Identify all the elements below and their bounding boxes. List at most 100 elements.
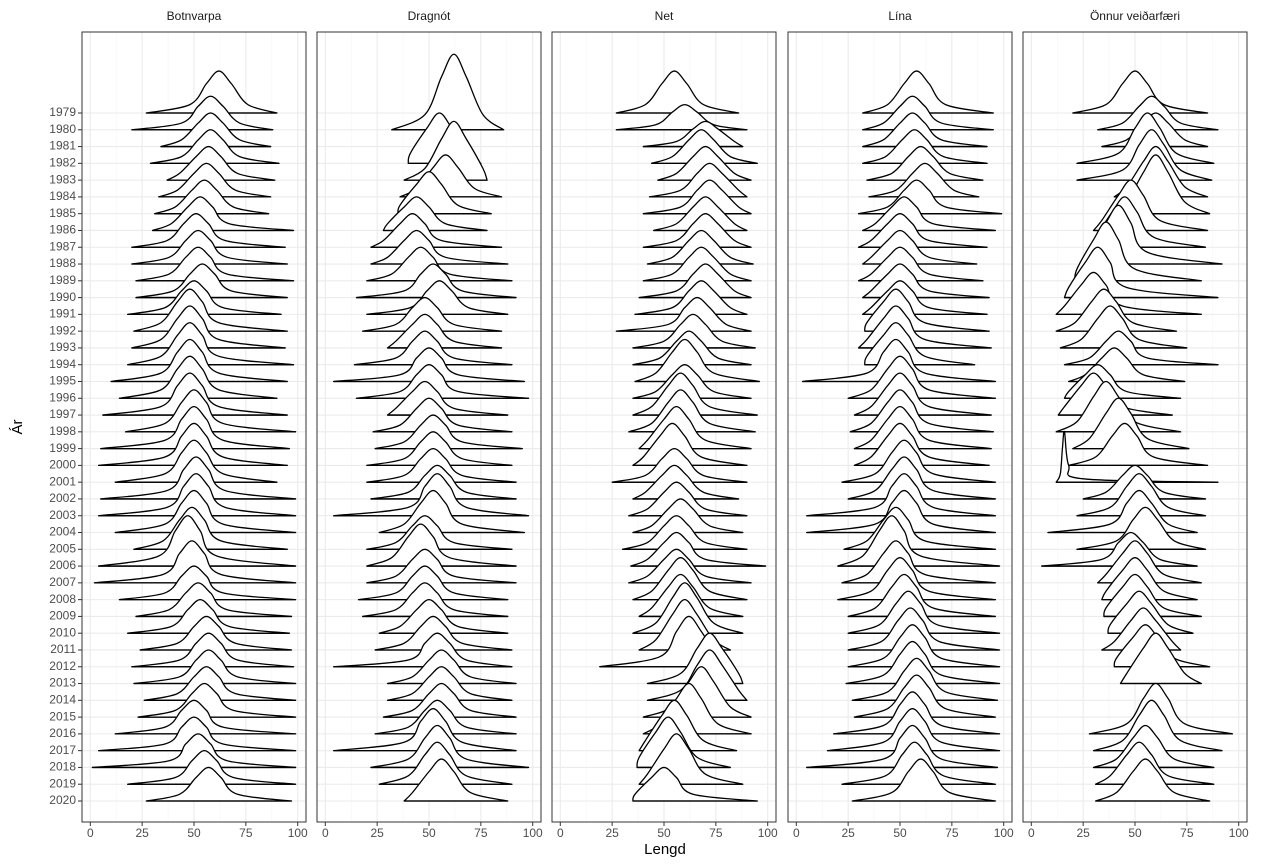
y-axis-title: Ár bbox=[9, 419, 26, 434]
x-tick-label: 25 bbox=[1076, 826, 1090, 840]
ridge bbox=[1072, 397, 1190, 450]
strip-title: Botnvarpa bbox=[167, 9, 222, 23]
ridge bbox=[143, 666, 297, 701]
ridge bbox=[862, 70, 994, 114]
y-tick-label: 1986 bbox=[49, 223, 76, 237]
ridge bbox=[853, 422, 990, 467]
strip-title: Önnur veiðarfæri bbox=[1090, 9, 1180, 23]
x-tick-label: 75 bbox=[945, 826, 959, 840]
ridge bbox=[118, 565, 297, 601]
ridge bbox=[124, 389, 297, 433]
ridge bbox=[847, 590, 1001, 634]
y-tick-label: 2017 bbox=[49, 743, 76, 757]
ridge bbox=[166, 145, 276, 181]
ridge bbox=[1119, 632, 1203, 685]
ridge bbox=[847, 456, 997, 500]
ridge bbox=[868, 162, 980, 198]
ridge bbox=[135, 582, 293, 618]
x-tick-label: 75 bbox=[474, 826, 488, 840]
ridge bbox=[353, 330, 513, 366]
ridge bbox=[806, 724, 999, 769]
y-tick-label: 2013 bbox=[49, 676, 76, 690]
ridge bbox=[145, 70, 278, 114]
ridge bbox=[632, 557, 748, 601]
panel bbox=[551, 31, 777, 823]
ridge bbox=[847, 355, 997, 399]
ridge bbox=[642, 120, 744, 148]
y-tick-label: 2020 bbox=[49, 793, 76, 807]
ridge bbox=[131, 305, 286, 349]
x-tick-label: 75 bbox=[239, 826, 253, 840]
y-tick-label: 1998 bbox=[49, 424, 76, 438]
ridge bbox=[403, 120, 488, 181]
ridge bbox=[628, 481, 748, 517]
ridge bbox=[366, 431, 513, 467]
ridge bbox=[361, 296, 503, 332]
ridge bbox=[332, 632, 513, 668]
ridge bbox=[366, 280, 509, 316]
ridge bbox=[853, 674, 997, 718]
panel bbox=[787, 31, 1013, 823]
ridge bbox=[158, 162, 272, 198]
ridge bbox=[114, 699, 297, 735]
ridge bbox=[332, 708, 517, 752]
x-tick-label: 0 bbox=[87, 826, 94, 840]
y-tick-label: 1997 bbox=[49, 407, 76, 421]
ridge bbox=[1088, 682, 1234, 735]
ridge bbox=[374, 615, 513, 651]
ridge bbox=[632, 372, 758, 416]
ridge bbox=[615, 296, 752, 332]
ridge bbox=[114, 489, 297, 534]
ridge bbox=[97, 515, 297, 567]
ridge bbox=[1092, 699, 1223, 752]
y-tick-label: 2007 bbox=[49, 575, 76, 589]
y-tick-label: 1987 bbox=[49, 239, 76, 253]
ridge bbox=[1055, 430, 1219, 483]
ridge bbox=[391, 53, 505, 131]
x-tick-label: 25 bbox=[370, 826, 384, 840]
panel bbox=[1022, 31, 1248, 823]
ridge bbox=[370, 213, 503, 248]
y-tick-label: 2000 bbox=[49, 458, 76, 472]
ridge bbox=[1076, 506, 1207, 550]
ridge bbox=[632, 364, 752, 399]
ridge bbox=[126, 322, 295, 366]
y-tick-label: 1999 bbox=[49, 441, 76, 455]
y-tick-label: 1988 bbox=[49, 256, 76, 270]
x-tick-label: 100 bbox=[758, 826, 778, 840]
ridge bbox=[837, 557, 997, 601]
x-tick-label: 75 bbox=[1180, 826, 1194, 840]
ridge bbox=[378, 598, 509, 634]
ridge bbox=[1094, 758, 1211, 802]
strip-title: Dragnót bbox=[408, 9, 451, 23]
y-tick-label: 1979 bbox=[49, 105, 76, 119]
x-tick-label: 75 bbox=[709, 826, 723, 840]
x-tick-label: 50 bbox=[657, 826, 671, 840]
ridge bbox=[137, 682, 297, 718]
ridge bbox=[382, 682, 517, 718]
y-tick-label: 1991 bbox=[49, 307, 76, 321]
ridge bbox=[847, 573, 997, 618]
ridge bbox=[862, 112, 988, 148]
ridge bbox=[632, 422, 748, 467]
ridge bbox=[862, 129, 988, 164]
ridge bbox=[355, 263, 517, 299]
ridge bbox=[374, 699, 517, 735]
ridge bbox=[628, 389, 756, 433]
x-axis-title: Lengd bbox=[644, 841, 686, 858]
ridge bbox=[366, 447, 517, 483]
ridge bbox=[149, 129, 280, 164]
ridge bbox=[1059, 305, 1188, 349]
y-tick-label: 2011 bbox=[50, 642, 76, 656]
ridge bbox=[621, 515, 748, 550]
ridge bbox=[370, 724, 530, 769]
ridge bbox=[133, 649, 297, 685]
y-tick-label: 2019 bbox=[49, 776, 76, 790]
ridge bbox=[851, 758, 997, 802]
ridge bbox=[632, 464, 740, 500]
x-tick-label: 0 bbox=[557, 826, 564, 840]
ridge bbox=[133, 288, 288, 332]
ridge bbox=[642, 246, 752, 282]
